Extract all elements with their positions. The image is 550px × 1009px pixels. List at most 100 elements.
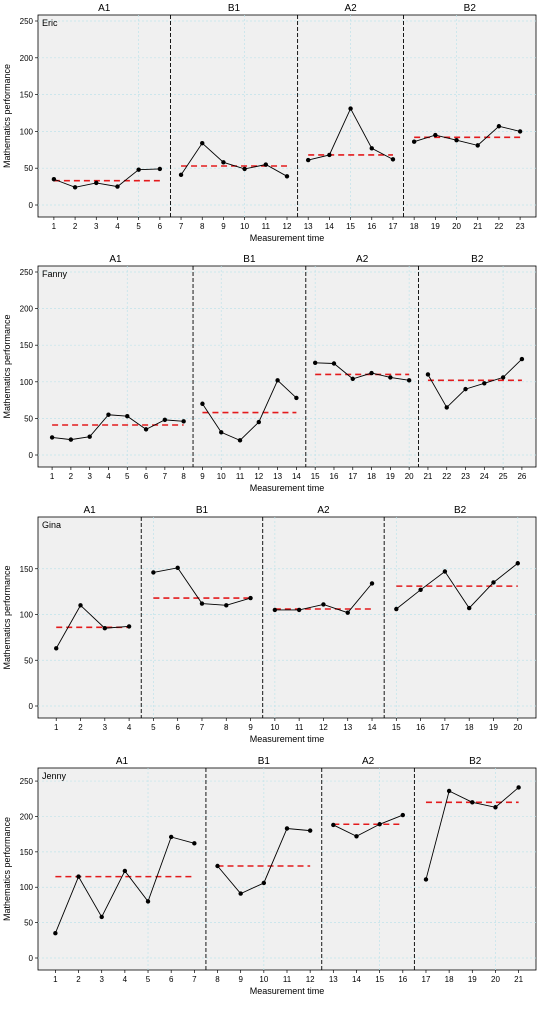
y-tick-label: 0 <box>29 954 34 963</box>
data-point <box>312 360 318 365</box>
data-line <box>333 814 403 837</box>
x-tick-label: 17 <box>422 975 431 984</box>
phase-label: A2 <box>344 3 357 14</box>
x-tick-label: 6 <box>175 723 180 732</box>
x-tick-label: 2 <box>73 222 78 231</box>
y-axis-label: Mathematics performance <box>2 817 12 921</box>
x-tick-label: 23 <box>516 222 525 231</box>
data-point <box>400 812 406 818</box>
x-tick-label: 19 <box>431 222 440 231</box>
phase-label: A1 <box>84 505 97 516</box>
data-point <box>369 370 374 376</box>
y-tick-label: 250 <box>20 17 34 26</box>
data-point <box>51 177 57 182</box>
data-point <box>192 841 197 846</box>
x-tick-label: 19 <box>468 975 477 984</box>
x-axis-label: Measurement time <box>250 986 325 996</box>
y-tick-label: 200 <box>20 305 34 314</box>
data-point <box>200 140 205 146</box>
y-tick-label: 100 <box>20 883 34 892</box>
plot-area <box>37 265 537 468</box>
data-point <box>516 785 521 790</box>
data-point <box>348 106 353 111</box>
data-point <box>275 378 280 383</box>
data-point <box>463 386 468 392</box>
x-tick-label: 18 <box>465 723 474 732</box>
plot-area <box>37 767 537 971</box>
data-point <box>87 434 92 439</box>
data-point <box>102 626 108 631</box>
data-point <box>345 610 350 615</box>
x-tick-label: 6 <box>158 222 163 231</box>
x-tick-label: 13 <box>273 472 282 481</box>
data-point <box>125 414 130 419</box>
x-tick-label: 20 <box>405 472 414 481</box>
data-line <box>55 604 130 649</box>
data-point <box>221 160 226 165</box>
x-tick-label: 17 <box>389 222 398 231</box>
data-point <box>496 124 502 129</box>
x-tick-label: 13 <box>329 975 338 984</box>
data-point <box>99 914 104 920</box>
data-point <box>331 822 336 828</box>
data-point <box>444 405 449 410</box>
x-tick-label: 7 <box>179 222 184 231</box>
y-tick-label: 150 <box>20 91 34 100</box>
data-line <box>52 414 184 441</box>
x-tick-label: 9 <box>221 222 226 231</box>
phase-label: A1 <box>116 756 129 767</box>
data-point <box>261 880 267 886</box>
x-tick-label: 9 <box>200 472 205 481</box>
x-tick-label: 5 <box>151 723 156 732</box>
x-tick-label: 6 <box>169 975 174 984</box>
x-tick-label: 20 <box>491 975 500 984</box>
data-point <box>175 565 180 571</box>
phase-label: B2 <box>464 3 477 14</box>
data-point <box>284 826 290 831</box>
x-tick-label: 12 <box>283 222 292 231</box>
x-tick-label: 18 <box>410 222 419 231</box>
x-tick-label: 11 <box>262 222 271 231</box>
data-point <box>122 868 128 874</box>
data-point <box>446 788 452 794</box>
data-point <box>115 184 120 189</box>
data-point <box>294 395 299 401</box>
y-tick-label: 0 <box>29 702 34 711</box>
data-point <box>242 166 247 172</box>
y-tick-label: 150 <box>20 341 34 350</box>
x-tick-label: 8 <box>181 472 186 481</box>
data-point <box>307 828 313 833</box>
phase-label: A2 <box>362 756 375 767</box>
x-tick-label: 12 <box>319 723 328 732</box>
x-tick-label: 12 <box>254 472 263 481</box>
data-point <box>515 561 520 566</box>
data-line <box>427 358 523 409</box>
x-tick-label: 18 <box>445 975 454 984</box>
data-point <box>327 152 332 158</box>
x-tick-label: 20 <box>513 723 522 732</box>
data-point <box>238 891 243 896</box>
data-line <box>53 168 160 188</box>
x-tick-label: 8 <box>224 723 229 732</box>
data-point <box>517 129 523 134</box>
x-tick-label: 10 <box>217 472 226 481</box>
x-tick-label: 12 <box>306 975 315 984</box>
data-point <box>284 174 290 179</box>
x-tick-label: 5 <box>146 975 151 984</box>
y-tick-label: 100 <box>20 378 34 387</box>
y-tick-label: 50 <box>24 414 33 423</box>
x-tick-label: 22 <box>494 222 503 231</box>
x-tick-label: 3 <box>87 472 92 481</box>
x-tick-label: 15 <box>392 723 401 732</box>
x-tick-label: 7 <box>200 723 205 732</box>
data-point <box>321 602 326 607</box>
x-tick-label: 25 <box>499 472 508 481</box>
data-point <box>377 822 382 827</box>
x-axis-label: Measurement time <box>250 734 325 744</box>
data-line <box>180 142 288 177</box>
data-point <box>331 361 337 366</box>
x-tick-label: 11 <box>236 472 245 481</box>
x-tick-label: 21 <box>423 472 432 481</box>
x-tick-label: 5 <box>125 472 130 481</box>
